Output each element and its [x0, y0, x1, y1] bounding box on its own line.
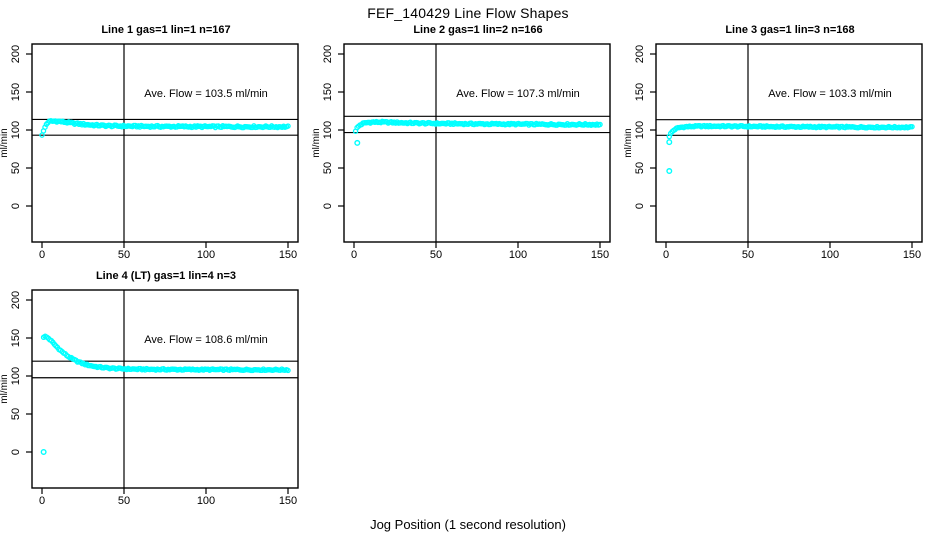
x-tick-label: 50 — [430, 249, 442, 261]
panel-line-1-plot: 0 50 100 150 0 50 100 150 200 ml/min — [0, 43, 299, 261]
y-tick-label: 0 — [322, 203, 334, 209]
panel-line-2-ave-flow-annotation: Ave. Flow = 107.3 ml/min — [456, 88, 580, 100]
panel-line-2-title: Line 2 gas=1 lin=2 n=166 — [413, 24, 543, 36]
x-axis-label: Jog Position (1 second resolution) — [370, 517, 566, 532]
plot-box — [655, 43, 923, 243]
data-points — [39, 118, 291, 138]
panel-line-3-title: Line 3 gas=1 lin=3 n=168 — [725, 24, 855, 36]
panel-line-1-ave-flow-annotation: Ave. Flow = 103.5 ml/min — [144, 88, 268, 100]
x-tick-label: 100 — [509, 249, 527, 261]
y-tick-label: 150 — [10, 83, 22, 101]
x-tick-label: 50 — [118, 495, 130, 507]
panel-line-4: 0 50 100 150 0 50 100 150 200 ml/min Line 4 (LT) … — [0, 268, 312, 514]
x-tick-label: 100 — [821, 249, 839, 261]
y-tick-label: 100 — [322, 121, 334, 139]
panel-line-2: 0 50 100 150 0 50 100 150 200 ml/min Line 2 gas=1… — [312, 22, 624, 268]
x-tick-label: 0 — [39, 249, 45, 261]
figure-title: FEF_140429 Line Flow Shapes — [367, 5, 569, 21]
panel-line-2-plot: 0 50 100 150 0 50 100 150 200 ml/min — [312, 43, 611, 261]
y-tick-label: 100 — [10, 121, 22, 139]
panel-line-1-title: Line 1 gas=1 lin=1 n=167 — [101, 24, 231, 36]
x-tick-label: 100 — [197, 249, 215, 261]
y-tick-label: 0 — [10, 203, 22, 209]
x-tick-label: 150 — [279, 249, 297, 261]
y-axis-label: ml/min — [0, 128, 10, 157]
x-tick-label: 150 — [279, 495, 297, 507]
outlier-point — [354, 139, 361, 146]
x-tick-label: 50 — [742, 249, 754, 261]
y-tick-label: 200 — [10, 291, 22, 309]
data-points — [352, 118, 603, 134]
x-tick-label: 100 — [197, 495, 215, 507]
plot-box — [343, 43, 611, 243]
y-tick-label: 100 — [634, 121, 646, 139]
y-axis-label: ml/min — [624, 128, 634, 157]
outlier-point — [40, 448, 47, 455]
panel-line-4-ave-flow-annotation: Ave. Flow = 108.6 ml/min — [144, 334, 268, 346]
y-tick-label: 150 — [322, 83, 334, 101]
y-tick-label: 200 — [322, 45, 334, 63]
panel-line-1: 0 50 100 150 0 50 100 150 200 ml/min Line 1 gas=1… — [0, 22, 312, 268]
y-tick-label: 50 — [10, 408, 22, 420]
panel-line-3-ave-flow-annotation: Ave. Flow = 103.3 ml/min — [768, 88, 892, 100]
y-tick-label: 100 — [10, 367, 22, 385]
y-tick-label: 0 — [634, 203, 646, 209]
x-tick-label: 0 — [351, 249, 357, 261]
data-points — [666, 122, 915, 140]
panel-line-3: 0 50 100 150 0 50 100 150 200 ml/min Line 3 gas=1… — [624, 22, 936, 268]
y-axis-label: ml/min — [312, 128, 322, 157]
outlier-point — [666, 139, 673, 146]
x-tick-label: 50 — [118, 249, 130, 261]
y-tick-label: 150 — [10, 329, 22, 347]
panel-line-3-plot: 0 50 100 150 0 50 100 150 200 ml/min — [624, 43, 923, 261]
plot-box — [31, 289, 299, 489]
y-tick-label: 50 — [322, 162, 334, 174]
y-tick-label: 0 — [10, 449, 22, 455]
x-tick-label: 150 — [903, 249, 921, 261]
panel-line-4-plot: 0 50 100 150 0 50 100 150 200 ml/min — [0, 289, 299, 507]
y-tick-label: 200 — [10, 45, 22, 63]
data-points — [40, 333, 291, 374]
panel-line-4-title: Line 4 (LT) gas=1 lin=4 n=3 — [95, 270, 237, 282]
plot-box — [31, 43, 299, 243]
x-tick-label: 0 — [39, 495, 45, 507]
outlier-point — [666, 168, 673, 175]
y-axis-label: ml/min — [0, 374, 10, 403]
y-tick-label: 50 — [634, 162, 646, 174]
x-tick-label: 150 — [591, 249, 609, 261]
x-tick-label: 0 — [663, 249, 669, 261]
y-tick-label: 50 — [10, 162, 22, 174]
y-tick-label: 200 — [634, 45, 646, 63]
y-tick-label: 150 — [634, 83, 646, 101]
